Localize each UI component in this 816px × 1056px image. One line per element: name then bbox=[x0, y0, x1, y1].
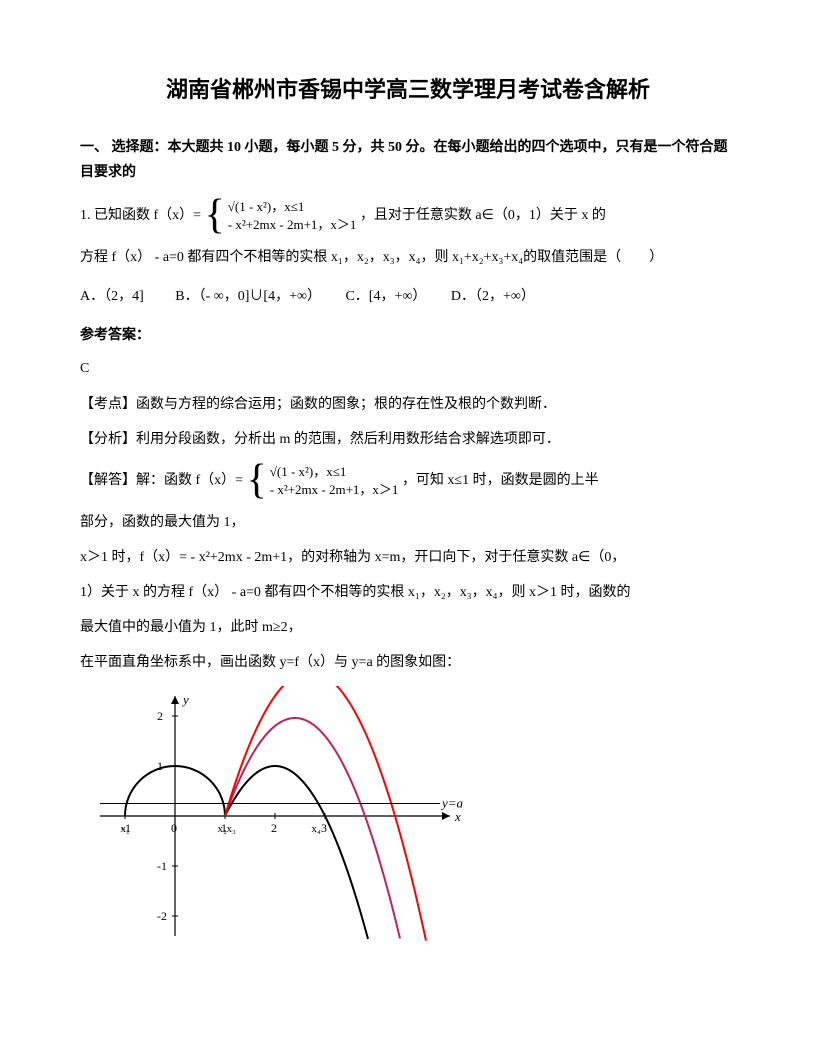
q1-line2: 方程 f（x） - a=0 都有四个不相等的实根 x₁，x₂，x₃，x₄，则 x… bbox=[80, 245, 736, 270]
svg-text:-1: -1 bbox=[157, 859, 167, 873]
q1-prefix: 1. 已知函数 f（x）= bbox=[80, 208, 201, 223]
answer-value: C bbox=[80, 356, 736, 381]
svg-text:x₃: x₃ bbox=[227, 823, 237, 835]
q1-formula: { √(1 - x²)，x≤1 - x²+2mx - 2m+1，x＞1 bbox=[205, 197, 357, 235]
q1-after: ，且对于任意实数 a∈（0，1）关于 x 的 bbox=[360, 208, 606, 223]
solve-l6: 在平面直角坐标系中，画出函数 y=f（x）与 y=a 的图象如图： bbox=[80, 650, 736, 675]
page-title: 湖南省郴州市香锡中学高三数学理月考试卷含解析 bbox=[80, 70, 736, 110]
q1-case1: √(1 - x²)，x≤1 bbox=[228, 198, 357, 216]
opt-b: B．（- ∞，0]∪[4，+∞） bbox=[175, 289, 314, 304]
solve-l4: 1）关于 x 的方程 f（x） - a=0 都有四个不相等的实根 x₁，x₂，x… bbox=[80, 580, 736, 605]
svg-text:0: 0 bbox=[171, 821, 177, 835]
svg-text:2: 2 bbox=[271, 821, 277, 835]
opt-d: D．（2，+∞） bbox=[451, 289, 535, 304]
solve-case2: - x²+2mx - 2m+1，x＞1 bbox=[270, 481, 399, 499]
solve-after: ，可知 x≤1 时，函数是圆的上半 bbox=[402, 473, 599, 488]
svg-text:3: 3 bbox=[321, 821, 327, 835]
answer-label: 参考答案： bbox=[80, 323, 736, 348]
answer-point: 【考点】函数与方程的综合运用；函数的图象；根的存在性及根的个数判断． bbox=[80, 392, 736, 417]
svg-text:x: x bbox=[454, 809, 461, 824]
q1-options: A．（2，4] B．（- ∞，0]∪[4，+∞） C．[4，+∞） D．（2，+… bbox=[80, 284, 736, 309]
opt-a: A．（2，4] bbox=[80, 289, 144, 304]
svg-text:x₁: x₁ bbox=[121, 823, 131, 835]
answer-solve: 【解答】解：函数 f（x）= { √(1 - x²)，x≤1 - x²+2mx … bbox=[80, 462, 736, 500]
svg-text:x₄: x₄ bbox=[312, 823, 322, 835]
function-graph: xy-10123-2-112y=ax₁x₂x₃x₄ bbox=[100, 686, 736, 955]
solve-l2: 部分，函数的最大值为 1， bbox=[80, 510, 736, 535]
svg-text:1: 1 bbox=[157, 759, 163, 773]
solve-formula: { √(1 - x²)，x≤1 - x²+2mx - 2m+1，x＞1 bbox=[247, 462, 399, 500]
answer-analyze: 【分析】利用分段函数，分析出 m 的范围，然后利用数形结合求解选项即可． bbox=[80, 427, 736, 452]
q1-case2: - x²+2mx - 2m+1，x＞1 bbox=[228, 216, 357, 234]
svg-text:-2: -2 bbox=[157, 909, 167, 923]
opt-c: C．[4，+∞） bbox=[345, 289, 419, 304]
solve-prefix: 【解答】解：函数 f（x）= bbox=[80, 473, 243, 488]
solve-l3: x＞1 时，f（x）= - x²+2mx - 2m+1，的对称轴为 x=m，开口… bbox=[80, 545, 736, 570]
question-1: 1. 已知函数 f（x）= { √(1 - x²)，x≤1 - x²+2mx -… bbox=[80, 197, 736, 235]
graph-svg: xy-10123-2-112y=ax₁x₂x₃x₄ bbox=[100, 686, 470, 946]
solve-l5: 最大值中的最小值为 1，此时 m≥2， bbox=[80, 615, 736, 640]
solve-case1: √(1 - x²)，x≤1 bbox=[270, 463, 399, 481]
svg-text:y: y bbox=[181, 692, 189, 707]
section-header: 一、 选择题：本大题共 10 小题，每小题 5 分，共 50 分。在每小题给出的… bbox=[80, 135, 736, 185]
svg-text:2: 2 bbox=[157, 709, 163, 723]
svg-text:y=a: y=a bbox=[440, 795, 464, 810]
